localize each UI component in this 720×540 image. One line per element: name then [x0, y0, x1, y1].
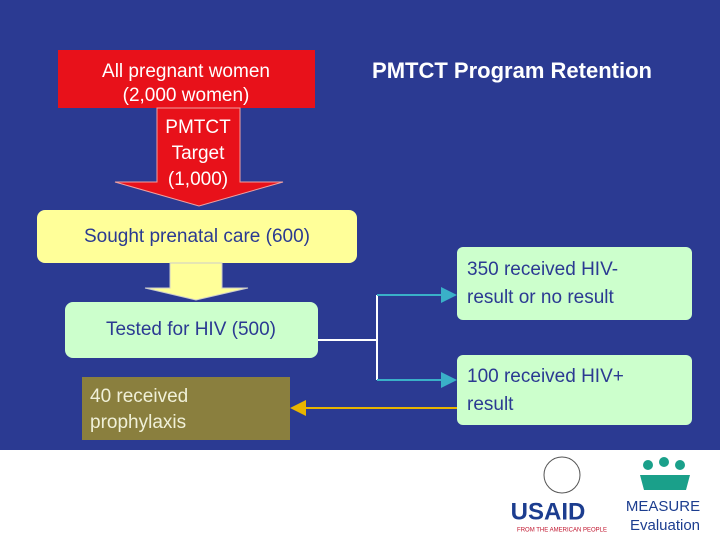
node-label: (1,000) — [168, 169, 228, 190]
node-label: Target — [172, 143, 226, 164]
seal — [543, 456, 581, 494]
node-label: 100 received HIV+ — [467, 366, 624, 387]
node-label: PMTCT — [165, 117, 231, 138]
node-label: Sought prenatal care (600) — [84, 226, 310, 247]
box-prophylaxis — [82, 377, 290, 440]
connector — [318, 295, 378, 380]
box-positive — [457, 355, 692, 425]
node-label: (2,000 women) — [123, 85, 250, 106]
arrow-target — [114, 107, 284, 207]
box-tested — [65, 302, 318, 358]
arrow-down — [144, 262, 249, 301]
usaid-tagline: FROM THE AMERICAN PEOPLE — [517, 528, 607, 534]
node-label: result — [467, 394, 514, 415]
node-label: Tested for HIV (500) — [106, 319, 276, 340]
box-negative — [457, 247, 692, 320]
node-label: prophylaxis — [90, 412, 186, 433]
logo-usaid: USAID FROM THE AMERICAN PEOPLE — [511, 456, 607, 534]
node-label: result or no result — [467, 287, 615, 308]
node-label: All pregnant women — [102, 61, 270, 82]
measure: MEASURE — [626, 498, 700, 515]
node-label: 40 received — [90, 386, 188, 407]
usaid: USAID — [511, 498, 586, 525]
footer — [0, 450, 720, 540]
evaluation: Evaluation — [630, 517, 700, 534]
logo-measure: MEASURE Evaluation — [626, 457, 700, 534]
node-label: 350 received HIV- — [467, 259, 618, 280]
box-prenatal — [37, 210, 357, 263]
title: PMTCT Program Retention — [372, 58, 652, 83]
box-all-pregnant — [58, 50, 315, 108]
